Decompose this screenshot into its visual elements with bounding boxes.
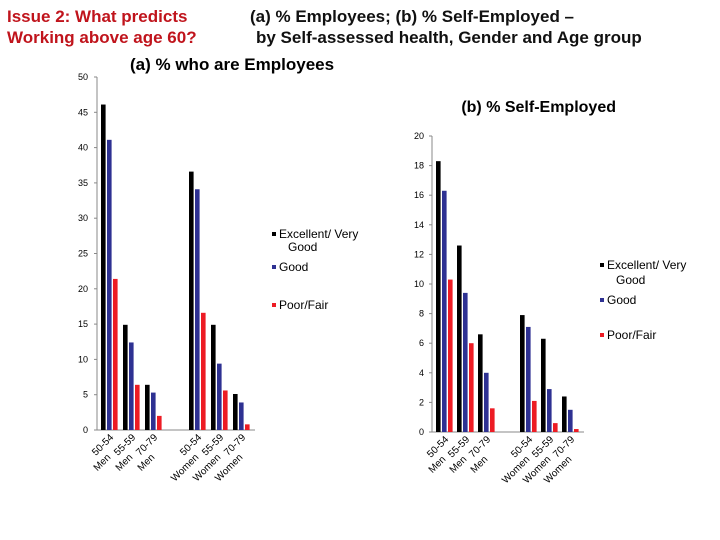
- y-tick-label: 30: [78, 213, 88, 223]
- y-tick-label: 10: [78, 354, 88, 364]
- slide-title-line-1: Issue 2: What predicts: [7, 7, 188, 26]
- y-tick-label: 45: [78, 107, 88, 117]
- y-tick-label: 16: [414, 190, 424, 200]
- chart-title: (b) % Self-Employed: [461, 99, 616, 116]
- bar-good: [568, 409, 573, 432]
- legend-label-excellent-line-1: Excellent/ Very: [279, 227, 358, 241]
- legend-label-poor-fair: Poor/Fair: [607, 328, 656, 342]
- legend-swatch-poor-fair: [272, 303, 276, 307]
- bar-excellent: [562, 396, 567, 432]
- bar-good: [239, 402, 244, 430]
- bar-good: [526, 326, 531, 432]
- bar-excellent: [478, 334, 483, 432]
- y-tick-label: 40: [78, 143, 88, 153]
- bar-good: [547, 389, 552, 432]
- legend-swatch-good: [272, 265, 276, 269]
- bar-poor-fair: [201, 312, 206, 430]
- y-tick-label: 35: [78, 178, 88, 188]
- y-tick-label: 14: [414, 220, 424, 230]
- y-tick-label: 4: [419, 368, 424, 378]
- bar-excellent: [101, 104, 106, 430]
- legend-swatch-poor-fair: [600, 333, 604, 337]
- bar-poor-fair: [553, 423, 558, 432]
- bar-excellent: [123, 324, 128, 430]
- y-tick-label: 50: [78, 72, 88, 82]
- bar-excellent: [457, 245, 462, 432]
- y-tick-label: 15: [78, 319, 88, 329]
- bar-excellent: [233, 393, 238, 430]
- y-tick-label: 25: [78, 249, 88, 259]
- y-tick-label: 5: [83, 390, 88, 400]
- legend-label-good: Good: [607, 293, 636, 307]
- legend-swatch-excellent: [600, 263, 604, 267]
- bar-poor-fair: [490, 408, 495, 432]
- slide-subtitle-line-2: by Self-assessed health, Gender and Age …: [256, 28, 642, 47]
- bar-poor-fair: [574, 429, 579, 432]
- legend-label-excellent-line-2: Good: [288, 240, 317, 254]
- bar-good: [195, 189, 200, 430]
- bar-good: [107, 139, 112, 431]
- bar-poor-fair: [223, 390, 228, 430]
- y-tick-label: 12: [414, 249, 424, 259]
- bar-good: [463, 292, 468, 432]
- bar-good: [484, 372, 489, 432]
- bar-poor-fair: [113, 278, 118, 430]
- legend-label-excellent-line-2: Good: [616, 273, 645, 287]
- bar-good: [129, 342, 134, 430]
- legend-swatch-good: [600, 298, 604, 302]
- bar-excellent: [436, 161, 441, 432]
- slide-subtitle-line-1: (a) % Employees; (b) % Self-Employed –: [250, 7, 575, 26]
- bar-good: [217, 363, 222, 430]
- bar-poor-fair: [245, 424, 250, 430]
- legend-label-excellent-line-1: Excellent/ Very: [607, 258, 686, 272]
- bar-poor-fair: [532, 400, 537, 432]
- y-tick-label: 8: [419, 309, 424, 319]
- legend-label-poor-fair: Poor/Fair: [279, 298, 328, 312]
- y-tick-label: 10: [414, 279, 424, 289]
- chart-title: (a) % who are Employees: [130, 55, 334, 74]
- bar-excellent: [541, 338, 546, 432]
- y-tick-label: 0: [419, 427, 424, 437]
- y-tick-label: 18: [414, 161, 424, 171]
- bar-poor-fair: [469, 343, 474, 432]
- bar-poor-fair: [448, 279, 453, 432]
- bar-good: [442, 190, 447, 432]
- bar-poor-fair: [157, 415, 162, 430]
- bar-good: [151, 392, 156, 430]
- bar-poor-fair: [135, 384, 140, 430]
- legend-label-good: Good: [279, 260, 308, 274]
- y-tick-label: 20: [78, 284, 88, 294]
- bar-excellent: [189, 171, 194, 430]
- y-tick-label: 6: [419, 338, 424, 348]
- bar-excellent: [211, 324, 216, 430]
- bar-excellent: [145, 384, 150, 430]
- y-tick-label: 2: [419, 397, 424, 407]
- y-tick-label: 20: [414, 131, 424, 141]
- bar-excellent: [520, 315, 525, 432]
- y-tick-label: 0: [83, 425, 88, 435]
- legend-swatch-excellent: [272, 232, 276, 236]
- slide-title-line-2: Working above age 60?: [7, 28, 197, 47]
